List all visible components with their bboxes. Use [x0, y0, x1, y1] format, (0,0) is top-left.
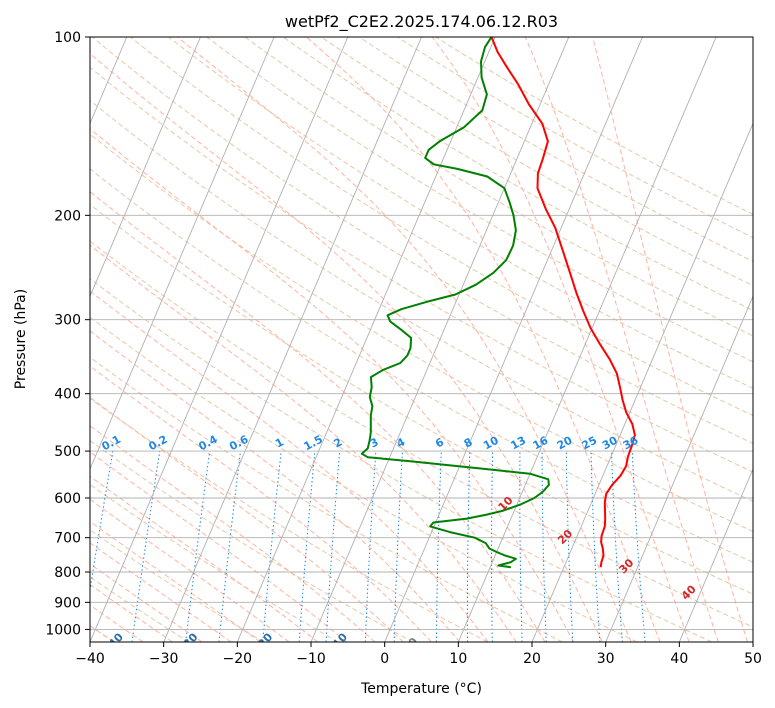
moist-adiabat-line: [90, 451, 347, 642]
dry-adiabat-label: -20: [252, 630, 275, 654]
moist-adiabat-line: [177, 37, 632, 642]
moist-adiabat-line: [90, 542, 232, 642]
dry-adiabat-line: [206, 37, 753, 363]
mixing-ratio-label: 25: [580, 434, 600, 453]
isotherm-line: [310, 37, 570, 642]
sounding-profile-line: [360, 37, 550, 569]
isotherm-line: [90, 37, 349, 642]
dry-adiabat-label: -10: [327, 630, 350, 654]
mixing-ratio-line: [185, 451, 211, 642]
moist-adiabat-line: [592, 37, 748, 642]
x-axis-label: Temperature (°C): [360, 681, 482, 697]
x-tick-label: 0: [380, 651, 389, 667]
mixing-ratio-line: [631, 451, 646, 642]
dry-adiabat-line: [90, 133, 753, 533]
moist-adiabat-line: [90, 290, 489, 642]
plot-frame: [89, 36, 754, 643]
isotherm-line: [457, 37, 717, 642]
y-tick-label: 300: [54, 313, 81, 329]
dry-adiabat-line: [244, 37, 753, 337]
mixing-ratio-line: [90, 451, 114, 593]
moist-adiabat-line: [90, 128, 575, 642]
mixing-ratio-line: [218, 451, 241, 642]
moist-adiabat-line: [90, 425, 376, 642]
dry-adiabat-line: [90, 440, 414, 642]
y-tick-label: 600: [54, 491, 81, 507]
moist-adiabat-line: [306, 37, 661, 642]
dry-adiabat-line: [359, 37, 753, 262]
dry-adiabat-line: [130, 37, 753, 417]
isotherm-line: [384, 37, 643, 642]
x-tick-label: 50: [744, 651, 762, 667]
moist-adiabat-line: [431, 37, 690, 642]
isotherm-line: [236, 37, 496, 642]
axes: −40 −30 −20 −10 0 10 20 30 40 5010009008007006005…: [45, 30, 762, 667]
moist-adiabat-line: [90, 520, 261, 642]
mixing-ratio-label: 30: [600, 434, 620, 453]
moist-adiabat-line: [524, 37, 719, 642]
dry-adiabat-label: -30: [178, 630, 201, 654]
x-tick-label: 30: [597, 651, 615, 667]
isotherm-line: [163, 37, 422, 642]
moist-adiabat-line: [90, 191, 546, 642]
y-tick-label: 700: [54, 531, 81, 547]
y-tick-label: 800: [54, 565, 81, 581]
moist-adiabat-line: [90, 330, 461, 642]
mixing-ratio-line: [298, 451, 316, 642]
dry-adiabat-line: [90, 278, 712, 642]
dry-adiabat-line: [90, 203, 753, 595]
x-tick-label: −10: [296, 651, 326, 667]
dry-adiabat-line: [320, 37, 753, 287]
dry-adiabat-label: -40: [103, 630, 126, 654]
isotherm-line: [605, 295, 753, 642]
isotherm-line: [531, 122, 753, 642]
mixing-ratio-line: [262, 451, 282, 642]
x-tick-label: −20: [223, 651, 253, 667]
isotherm-line: [90, 37, 275, 471]
mixing-ratio-label: 13: [508, 434, 528, 453]
x-tick-label: −40: [75, 651, 105, 667]
y-tick-label: 500: [54, 444, 81, 460]
moist-adiabat-line: [90, 52, 603, 642]
dry-adiabat-label: 0: [406, 635, 421, 650]
isotherm-line: [90, 37, 201, 298]
x-tick-label: 10: [449, 651, 467, 667]
x-tick-label: −30: [149, 651, 179, 667]
x-tick-label: 40: [670, 651, 688, 667]
y-tick-label: 1000: [45, 622, 81, 638]
chart-title: wetPf2_C2E2.2025.174.06.12.R03: [285, 12, 558, 32]
y-axis-label: Pressure (hPa): [13, 289, 29, 389]
mixing-ratio-label: 20: [555, 434, 575, 453]
y-tick-label: 900: [54, 595, 81, 611]
moist-adiabat-line: [90, 365, 432, 642]
mixing-ratio-label: 36: [621, 434, 641, 453]
mixing-ratio-label: 16: [531, 434, 551, 453]
mixing-ratio-label: 10: [481, 434, 501, 453]
x-tick-label: 20: [523, 651, 541, 667]
moist-adiabat-line: [90, 244, 517, 642]
y-tick-label: 400: [54, 387, 81, 403]
y-tick-label: 200: [54, 208, 81, 224]
moist-adiabat-line: [90, 583, 173, 642]
sounding-profile-line: [490, 37, 636, 568]
dry-adiabat-line: [90, 168, 753, 563]
dry-adiabat-line: [90, 483, 339, 642]
dry-adiabat-line: [90, 529, 264, 642]
dry-adiabat-line: [90, 240, 753, 628]
isotherm-line: [678, 467, 753, 642]
y-tick-label: 100: [54, 30, 81, 46]
moist-adiabat-line: [90, 563, 203, 642]
dry-adiabat-line: [90, 66, 753, 473]
